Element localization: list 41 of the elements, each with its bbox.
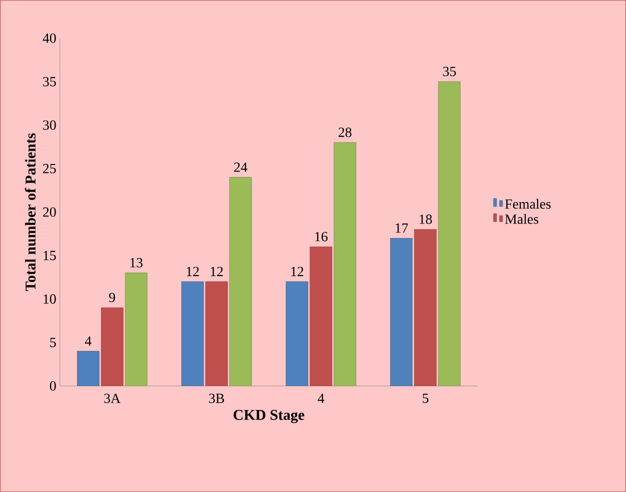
x-tick-label: 3A [104, 394, 121, 404]
bar [414, 229, 437, 386]
y-tick-label: 0 [50, 381, 56, 391]
x-tick-label: 5 [422, 394, 428, 403]
y-tick-label: 30 [43, 120, 56, 130]
bar [286, 281, 308, 386]
data-label: 35 [443, 66, 456, 76]
bar [76, 350, 100, 386]
y-tick-label: 5 [50, 338, 56, 348]
x-tick-label: 3B [209, 394, 224, 404]
data-label: 16 [315, 232, 328, 242]
data-label: 12 [186, 266, 199, 276]
x-axis-title: CKD Stage [234, 410, 304, 424]
data-label: 9 [109, 292, 116, 302]
data-label: 28 [338, 128, 352, 137]
bar [229, 177, 252, 386]
y-tick-label: 15 [44, 250, 56, 260]
data-label: 4 [84, 336, 92, 346]
bar [181, 281, 204, 386]
data-label: 18 [420, 214, 432, 224]
bar [205, 281, 228, 386]
bar [100, 307, 124, 386]
y-tick-label: 40 [42, 33, 56, 43]
y-tick-label: 25 [43, 164, 56, 174]
legend-label: Females [505, 198, 551, 209]
data-label: 24 [234, 162, 248, 172]
bar [310, 246, 332, 386]
y-tick-label: 35 [43, 76, 56, 86]
bar [438, 81, 461, 386]
data-label: 12 [291, 266, 304, 276]
bar [334, 142, 356, 386]
x-tick-label: 4 [318, 394, 324, 403]
data-label: 17 [396, 223, 408, 233]
data-label: 12 [210, 266, 223, 276]
y-axis-title: Total number of Patients [24, 133, 36, 291]
data-label: 13 [130, 258, 143, 268]
bar [124, 272, 148, 386]
y-tick-label: 20 [43, 207, 56, 217]
legend-label: Males [505, 214, 538, 224]
y-tick-label: 10 [44, 294, 56, 304]
bar [390, 238, 413, 386]
